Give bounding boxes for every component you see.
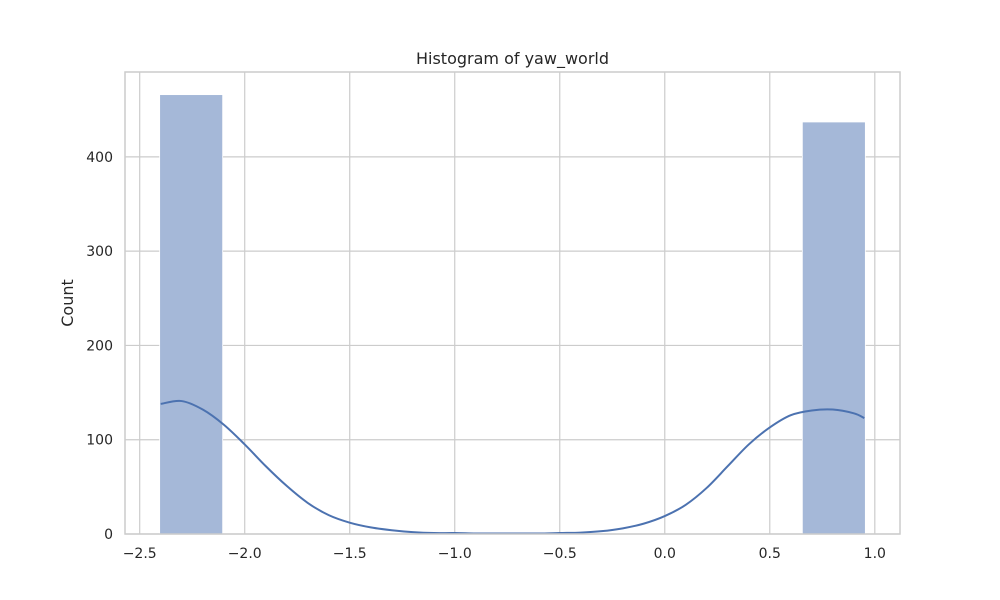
kde-layer xyxy=(160,399,865,535)
y-tick-label: 300 xyxy=(86,244,113,260)
y-tick-label: 200 xyxy=(86,338,113,354)
x-tick-label: −1.0 xyxy=(438,546,472,562)
x-tick-label: 1.0 xyxy=(864,546,886,562)
plot-frame xyxy=(124,71,901,535)
chart-title: Histogram of yaw_world xyxy=(416,49,609,69)
x-tick-label: −0.5 xyxy=(543,546,577,562)
x-tick-label: −1.5 xyxy=(333,546,367,562)
grid-layer xyxy=(125,72,900,535)
x-tick-label: −2.0 xyxy=(228,546,262,562)
y-tick-label: 0 xyxy=(104,527,113,543)
x-tick-labels: −2.5 −2.0 −1.5 −1.0 −0.5 0.0 0.5 1.0 xyxy=(123,546,886,562)
kde-curve xyxy=(160,399,865,535)
x-tick-label: −2.5 xyxy=(123,546,157,562)
y-tick-labels: 0 100 200 300 400 xyxy=(86,150,113,543)
y-axis-title: Count xyxy=(58,279,77,327)
x-tick-label: 0.5 xyxy=(759,546,781,562)
y-tick-label: 100 xyxy=(86,433,113,449)
bar-layer xyxy=(159,94,866,535)
y-tick-label: 400 xyxy=(86,150,113,166)
x-tick-label: 0.0 xyxy=(654,546,676,562)
histogram-bar xyxy=(801,121,866,535)
histogram-bar xyxy=(159,94,224,535)
